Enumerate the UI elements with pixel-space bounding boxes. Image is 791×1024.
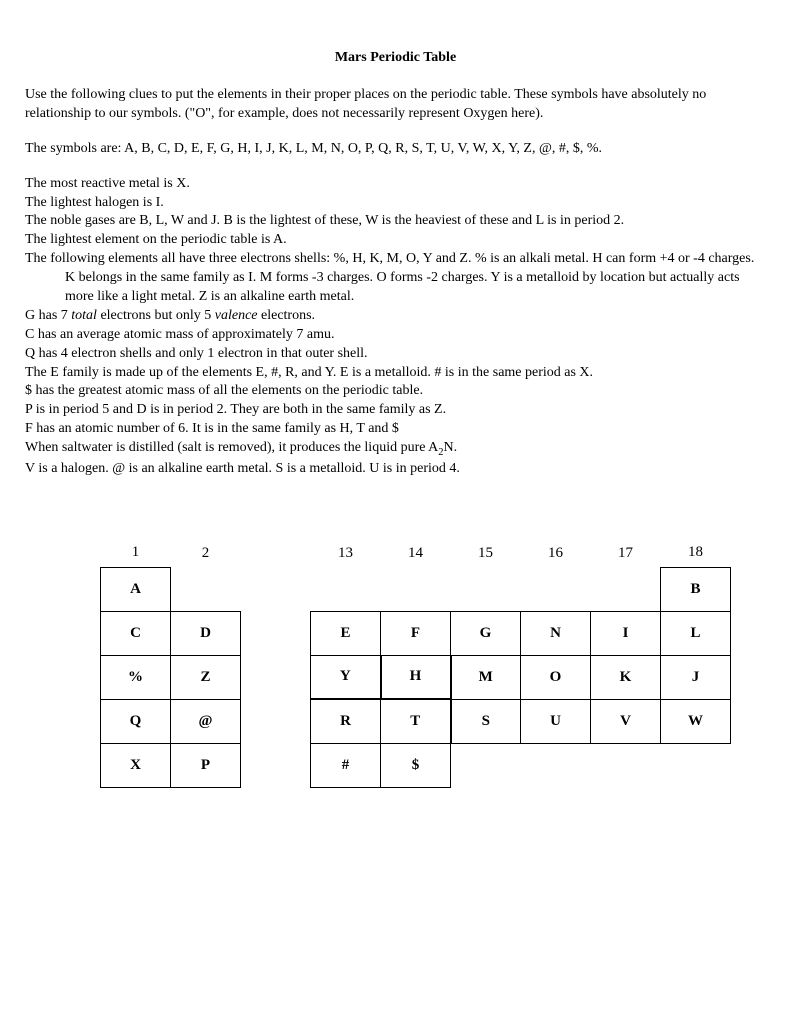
- element-cell: @: [171, 699, 241, 743]
- element-cell: L: [661, 611, 731, 655]
- clue-item: C has an average atomic mass of approxim…: [25, 326, 766, 345]
- clue-item: The following elements all have three el…: [25, 250, 766, 307]
- element-cell: U: [521, 699, 591, 743]
- element-cell: M: [451, 655, 521, 699]
- element-cell: C: [101, 611, 171, 655]
- table-row: C D E F G N I L: [101, 611, 731, 655]
- col-header: 16: [521, 539, 591, 567]
- clue-item: $ has the greatest atomic mass of all th…: [25, 382, 766, 401]
- table-row: % Z Y H M O K J: [101, 655, 731, 699]
- clue-item: The most reactive metal is X.: [25, 175, 766, 194]
- col-header: 13: [311, 539, 381, 567]
- col-header: 18: [661, 539, 731, 567]
- element-cell: Q: [101, 699, 171, 743]
- clue-item: The E family is made up of the elements …: [25, 364, 766, 383]
- intro-paragraph-2: The symbols are: A, B, C, D, E, F, G, H,…: [25, 140, 766, 159]
- element-cell: G: [451, 611, 521, 655]
- clue-item: The noble gases are B, L, W and J. B is …: [25, 212, 766, 231]
- element-cell: T: [381, 699, 451, 743]
- element-cell: J: [661, 655, 731, 699]
- element-cell: N: [521, 611, 591, 655]
- element-cell: %: [101, 655, 171, 699]
- col-header: 14: [381, 539, 451, 567]
- clue-item: The lightest halogen is I.: [25, 194, 766, 213]
- clue-item: P is in period 5 and D is in period 2. T…: [25, 401, 766, 420]
- table-row: X P # $: [101, 743, 731, 787]
- element-cell: H: [381, 655, 451, 699]
- intro-paragraph-1: Use the following clues to put the eleme…: [25, 86, 766, 124]
- element-cell: $: [381, 743, 451, 787]
- clue-item: When saltwater is distilled (salt is rem…: [25, 439, 766, 460]
- element-cell: O: [521, 655, 591, 699]
- element-cell: Y: [311, 655, 381, 699]
- periodic-table-wrap: 1 2 13 14 15 16 17 18 A B C D E F G N I …: [100, 539, 766, 788]
- element-cell: V: [591, 699, 661, 743]
- element-cell: S: [451, 699, 521, 743]
- element-cell: #: [311, 743, 381, 787]
- element-cell: Z: [171, 655, 241, 699]
- clue-item: Q has 4 electron shells and only 1 elect…: [25, 345, 766, 364]
- element-cell: X: [101, 743, 171, 787]
- element-cell: D: [171, 611, 241, 655]
- element-cell: P: [171, 743, 241, 787]
- table-row: Q @ R T S U V W: [101, 699, 731, 743]
- table-header-row: 1 2 13 14 15 16 17 18: [101, 539, 731, 567]
- clue-item: G has 7 total electrons but only 5 valen…: [25, 307, 766, 326]
- clue-item: F has an atomic number of 6. It is in th…: [25, 420, 766, 439]
- element-cell: R: [311, 699, 381, 743]
- element-cell: E: [311, 611, 381, 655]
- page-title: Mars Periodic Table: [25, 50, 766, 66]
- clue-item: The lightest element on the periodic tab…: [25, 231, 766, 250]
- col-header: 1: [101, 539, 171, 567]
- element-cell: A: [101, 567, 171, 611]
- element-cell: W: [661, 699, 731, 743]
- col-header: 2: [171, 539, 241, 567]
- element-cell: K: [591, 655, 661, 699]
- clue-list: The most reactive metal is X. The lighte…: [25, 175, 766, 479]
- element-cell: F: [381, 611, 451, 655]
- col-header: 15: [451, 539, 521, 567]
- element-cell: B: [661, 567, 731, 611]
- element-cell: I: [591, 611, 661, 655]
- table-row: A B: [101, 567, 731, 611]
- clue-item: V is a halogen. @ is an alkaline earth m…: [25, 460, 766, 479]
- periodic-table: 1 2 13 14 15 16 17 18 A B C D E F G N I …: [100, 539, 731, 788]
- col-header: 17: [591, 539, 661, 567]
